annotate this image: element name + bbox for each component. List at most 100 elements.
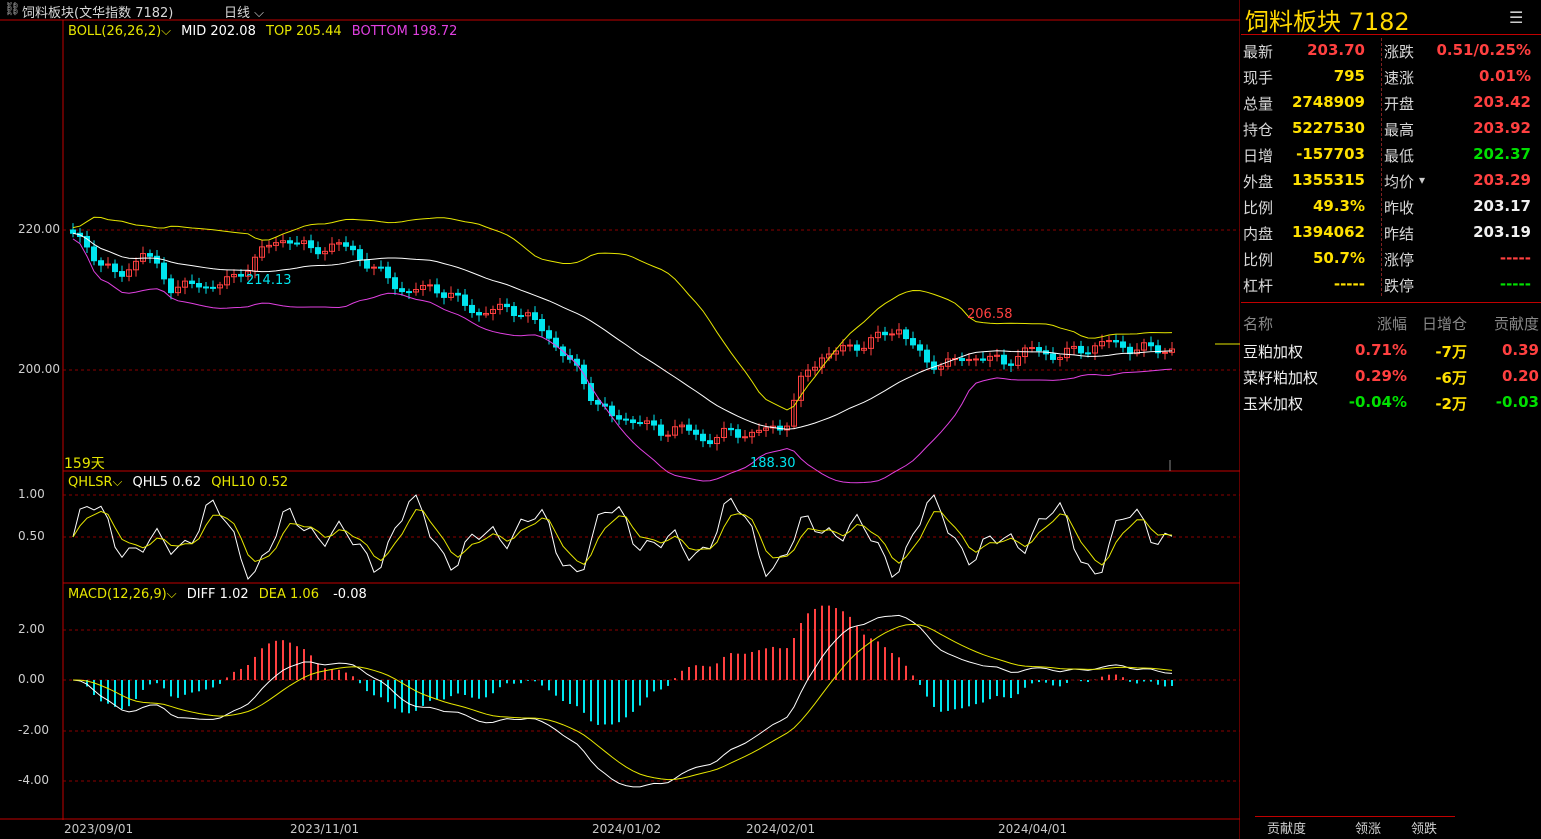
contrib-header[interactable]: 日增仓 [1421,315,1467,333]
candle-body [1036,347,1042,352]
quote-value: 49.3% [1312,197,1365,215]
y-label-neg4.00: -4.00 [18,773,50,787]
candle-body [224,276,230,286]
contrib-chg: 0.29% [1354,367,1407,385]
x-label-4: 2024/02/01 [746,822,816,836]
quote-label: 均价 [1384,173,1415,191]
candle-body [973,358,979,361]
quote-row: 持仓 5227530 最高 203.92 [1241,116,1541,142]
boll-top-line [72,216,1173,411]
quote-row: 比例 49.3% 昨收 203.17 [1241,194,1541,220]
contrib-row[interactable]: 豆粕加权 0.71% -7万 0.39 [1241,338,1541,364]
candle-body [91,246,97,262]
quote-value: 795 [1333,67,1365,85]
chevron-down-icon: ⌵ [161,24,172,39]
y-label-neg2.00: -2.00 [18,723,50,737]
candle-body [511,306,517,317]
candle-body [385,266,391,279]
contrib-con: 0.20 [1501,367,1539,385]
bottom-tab[interactable]: 贡献度 [1267,822,1307,837]
candle-body [301,240,307,245]
quote-label: 最新 [1243,43,1274,61]
candle-body [112,263,118,273]
candle-body [210,286,216,289]
diff-value: DIFF 1.02 [186,587,249,602]
quote-value: 2748909 [1291,93,1365,111]
candle-body [336,242,342,245]
candle-body [1008,363,1014,366]
candle-body [343,242,349,247]
candle-body [651,420,657,426]
contrib-header[interactable]: 贡献度 [1493,315,1539,333]
contrib-header[interactable]: 涨幅 [1376,315,1407,333]
candle-body [420,285,426,290]
candle-body [455,292,461,296]
candle-body [602,403,608,407]
candle-body [763,427,769,431]
candle-body [700,433,706,442]
qhl10-value: QHL10 0.52 [211,475,289,490]
candle-body [476,312,482,316]
candle-body [539,319,545,332]
qhl5-value: QHL5 0.62 [132,475,202,490]
bottom-tab[interactable]: 领涨 [1355,822,1382,837]
chart-area[interactable]: ⛓ 饲料板块(文华指数 7182) 日线 ⌵ BOLL(26,26,2)⌵ MI… [0,0,1240,839]
y-label-220: 220.00 [18,222,60,236]
candle-body [266,244,272,248]
candle-body [1001,354,1007,365]
qhl-indicator-name[interactable]: QHLSR⌵ [68,475,123,490]
candle-body [462,294,468,306]
candle-body [168,278,174,294]
candle-body [294,242,300,245]
chart-header: ⛓ 饲料板块(文华指数 7182) 日线 ⌵ [0,0,1240,21]
y-label-2.00: 2.00 [18,622,45,636]
candle-body [70,229,76,234]
contrib-chg: 0.71% [1354,341,1407,359]
quote-label: 最低 [1384,147,1415,165]
contrib-row[interactable]: 玉米加权 -0.04% -2万 -0.03 [1241,390,1541,416]
candle-body [182,280,188,288]
quote-title: 饲料板块 7182 [1245,8,1410,36]
chevron-down-icon[interactable]: ▾ [1419,173,1426,187]
quote-value: ----- [1499,275,1531,293]
candle-body [231,273,237,278]
quote-row: 外盘 1355315 均价 203.29 ▾ [1241,168,1541,194]
candle-body [175,286,181,294]
candle-body [518,315,524,318]
candle-body [350,245,356,251]
quote-row: 日增 -157703 最低 202.37 [1241,142,1541,168]
candle-body [1120,341,1126,348]
kline-chart-svg[interactable] [0,0,1240,839]
x-label-1: 2023/09/01 [64,822,134,836]
y-label-0.50: 0.50 [18,529,45,543]
contrib-row[interactable]: 菜籽粕加权 0.29% -6万 0.20 [1241,364,1541,390]
macd-indicator-name[interactable]: MACD(12,26,9)⌵ [68,587,177,602]
quote-label: 比例 [1243,251,1274,269]
candle-body [84,235,90,248]
contrib-con: -0.03 [1495,393,1539,411]
x-label-3: 2024/01/02 [592,822,662,836]
candle-body [644,420,650,424]
candle-body [329,243,335,252]
period-selector[interactable]: 日线 ⌵ [224,2,264,21]
bottom-tab[interactable]: 领跌 [1411,822,1438,837]
chain-link-icon[interactable]: ⛓ [4,2,21,17]
contrib-header[interactable]: 名称 [1243,315,1274,333]
candle-body [966,358,972,362]
candle-body [896,329,902,335]
candle-body [623,418,629,421]
quote-row: 比例 50.7% 涨停 ----- [1241,246,1541,272]
hamburger-menu-icon[interactable]: ☰ [1509,8,1524,27]
quote-value: -157703 [1296,145,1365,163]
x-label-2: 2023/11/01 [290,822,360,836]
candle-body [889,333,895,336]
quote-row: 杠杆 ----- 跌停 ----- [1241,272,1541,298]
annotation-low1: 214.13 [246,273,292,288]
tab-divider [1255,816,1455,817]
boll-indicator-name[interactable]: BOLL(26,26,2)⌵ [68,24,172,39]
chevron-down-icon: ⌵ [112,475,123,490]
candle-body [532,312,538,321]
candle-body [364,259,370,269]
candle-body [1057,357,1063,360]
quote-row: 最新 203.70 涨跌 0.51/0.25% [1241,38,1541,64]
